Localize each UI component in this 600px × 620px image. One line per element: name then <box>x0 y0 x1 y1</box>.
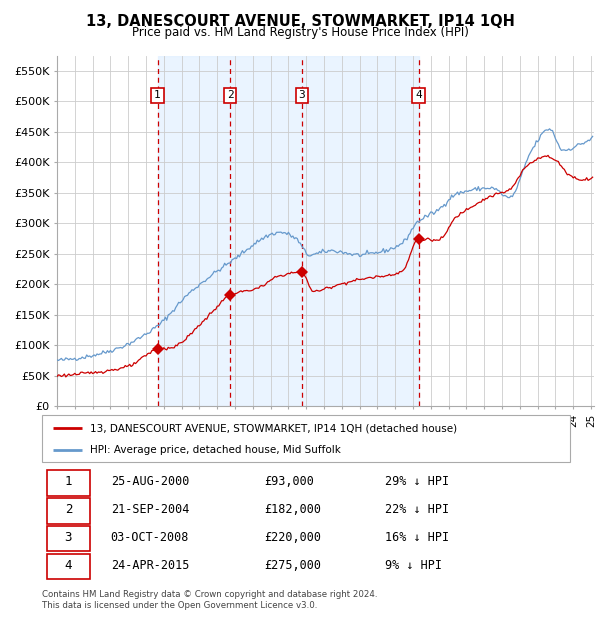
Text: £275,000: £275,000 <box>264 559 321 572</box>
Text: 1: 1 <box>154 91 161 100</box>
Text: Contains HM Land Registry data © Crown copyright and database right 2024.
This d: Contains HM Land Registry data © Crown c… <box>42 590 377 609</box>
Text: 13, DANESCOURT AVENUE, STOWMARKET, IP14 1QH: 13, DANESCOURT AVENUE, STOWMARKET, IP14 … <box>86 14 514 29</box>
Text: 29% ↓ HPI: 29% ↓ HPI <box>385 476 449 489</box>
Bar <box>158 56 419 406</box>
Text: 3: 3 <box>65 531 72 544</box>
Text: 21-SEP-2004: 21-SEP-2004 <box>110 503 189 516</box>
Text: 13, DANESCOURT AVENUE, STOWMARKET, IP14 1QH (detached house): 13, DANESCOURT AVENUE, STOWMARKET, IP14 … <box>89 423 457 433</box>
FancyBboxPatch shape <box>47 471 89 496</box>
Text: Price paid vs. HM Land Registry's House Price Index (HPI): Price paid vs. HM Land Registry's House … <box>131 26 469 39</box>
Text: 4: 4 <box>65 559 72 572</box>
Text: 3: 3 <box>299 91 305 100</box>
FancyBboxPatch shape <box>42 415 570 462</box>
Text: 4: 4 <box>415 91 422 100</box>
Text: £220,000: £220,000 <box>264 531 321 544</box>
Text: 03-OCT-2008: 03-OCT-2008 <box>110 531 189 544</box>
Text: 9% ↓ HPI: 9% ↓ HPI <box>385 559 442 572</box>
FancyBboxPatch shape <box>47 498 89 524</box>
Text: £93,000: £93,000 <box>264 476 314 489</box>
Text: HPI: Average price, detached house, Mid Suffolk: HPI: Average price, detached house, Mid … <box>89 445 340 455</box>
Text: 2: 2 <box>65 503 72 516</box>
Text: 1: 1 <box>65 476 72 489</box>
Text: £182,000: £182,000 <box>264 503 321 516</box>
Text: 2: 2 <box>227 91 233 100</box>
Text: 16% ↓ HPI: 16% ↓ HPI <box>385 531 449 544</box>
Text: 25-AUG-2000: 25-AUG-2000 <box>110 476 189 489</box>
Text: 24-APR-2015: 24-APR-2015 <box>110 559 189 572</box>
Text: 22% ↓ HPI: 22% ↓ HPI <box>385 503 449 516</box>
FancyBboxPatch shape <box>47 554 89 579</box>
FancyBboxPatch shape <box>47 526 89 551</box>
